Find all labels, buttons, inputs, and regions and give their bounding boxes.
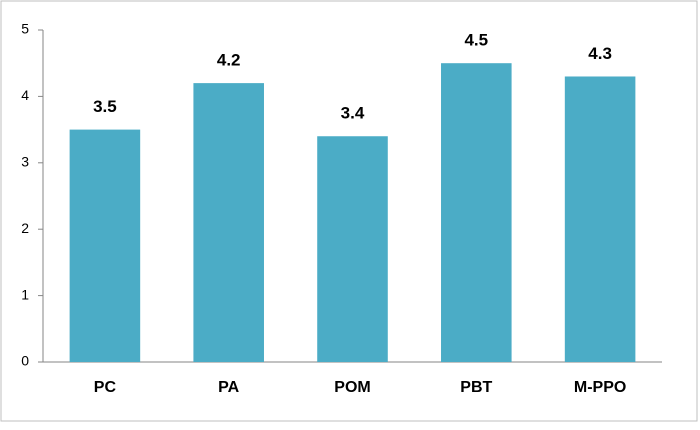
- x-tick-label: PA: [218, 379, 239, 396]
- bar: [564, 76, 636, 362]
- y-tick-label: 3: [21, 154, 29, 170]
- y-tick-label: 1: [21, 286, 29, 302]
- bar: [441, 63, 512, 362]
- bar: [317, 136, 388, 362]
- value-label: 3.5: [93, 97, 117, 116]
- value-label: 4.2: [217, 51, 241, 70]
- x-tick-label: PBT: [460, 379, 492, 396]
- value-label: 4.5: [464, 31, 488, 50]
- value-label: 4.3: [588, 44, 612, 63]
- value-label: 3.4: [341, 104, 365, 123]
- x-tick-label: M-PPO: [574, 379, 626, 396]
- x-tick-label: PC: [94, 379, 117, 396]
- x-tick-label: POM: [334, 379, 370, 396]
- y-tick-label: 2: [21, 220, 29, 236]
- y-tick-label: 4: [21, 87, 29, 103]
- bar: [193, 83, 264, 363]
- y-tick-label: 0: [21, 353, 29, 369]
- bar: [69, 129, 141, 362]
- y-tick-label: 5: [21, 21, 29, 37]
